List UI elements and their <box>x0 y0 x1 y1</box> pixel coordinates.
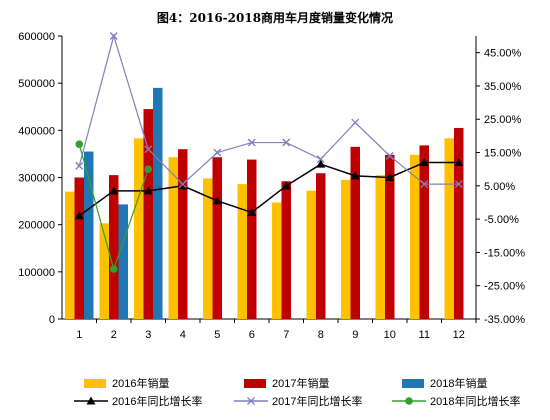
line-point-1-8 <box>316 159 326 168</box>
line-point-2-4 <box>178 180 187 189</box>
line-point-2-7 <box>282 138 291 147</box>
line-point-1-9 <box>350 171 360 180</box>
bar-1-12 <box>444 138 454 319</box>
right-axis-tick-label: -5.00% <box>484 214 519 226</box>
chart-title: 图4：2016-2018商用车月度销量变化情况 <box>157 10 393 25</box>
line-point-1-7 <box>281 181 291 190</box>
legend-label-bar-2: 2017年销量 <box>272 376 329 390</box>
bar-2-8 <box>316 173 326 319</box>
left-axis-tick-label: 300000 <box>18 173 55 185</box>
line-point-1-10 <box>385 173 395 181</box>
x-axis-tick-label: 10 <box>384 329 396 341</box>
bar-1-7 <box>272 202 282 319</box>
x-axis-tick-label: 12 <box>453 329 465 341</box>
line-point-1-1 <box>74 211 84 220</box>
line-point-2-11 <box>420 180 429 189</box>
right-axis-tick-label: 45.00% <box>484 48 522 60</box>
line-point-1-2 <box>109 186 119 195</box>
bar-1-8 <box>306 190 316 319</box>
left-axis-tick-label: 600000 <box>18 31 55 43</box>
bar-1-1 <box>65 191 75 319</box>
x-axis-tick-label: 4 <box>180 329 186 341</box>
legend-swatch-bar-3 <box>402 379 424 388</box>
legend-swatch-bar-2 <box>244 379 266 388</box>
left-axis-tick-label: 0 <box>49 314 55 326</box>
right-axis-tick-label: -25.00% <box>484 281 525 293</box>
bar-2-12 <box>454 127 464 319</box>
line-point-1-6 <box>247 207 257 216</box>
line-point-2-6 <box>247 138 256 147</box>
line-point-1-5 <box>212 196 222 205</box>
left-axis-tick-label: 200000 <box>18 220 55 232</box>
legend-label-bar-1: 2016年销量 <box>112 376 169 390</box>
x-axis-tick-label: 5 <box>214 329 220 341</box>
right-axis-tick-label: 15.00% <box>484 148 522 160</box>
x-axis-tick-label: 2 <box>111 329 117 341</box>
left-axis-tick-label: 500000 <box>18 78 55 90</box>
line-point-2-5 <box>213 148 222 157</box>
line-point-2-1 <box>75 161 84 170</box>
right-axis-tick-label: -35.00% <box>484 314 525 326</box>
bar-1-2 <box>99 223 109 319</box>
x-axis-tick-label: 3 <box>145 329 151 341</box>
line-point-3-3 <box>144 165 153 173</box>
legend: 2016年销量 2017年销量 2018年销量 2016年同比增长率 2017年同比增长… <box>74 376 520 408</box>
bar-3-1 <box>84 151 94 319</box>
line-point-1-3 <box>143 186 153 195</box>
line-point-2-9 <box>351 118 360 127</box>
plot-area: 0 100000 200000 300000 400000 500000 600000 -35… <box>18 31 525 341</box>
line-point-2-2 <box>109 32 118 40</box>
x-axis-tick-label: 7 <box>283 329 289 341</box>
legend-label-bar-3: 2018年销量 <box>430 376 487 390</box>
bar-2-4 <box>178 149 188 319</box>
right-axis-tick-label: 35.00% <box>484 81 522 93</box>
bar-2-10 <box>385 154 395 319</box>
bar-1-6 <box>237 184 247 319</box>
right-axis-tick-label: 25.00% <box>484 114 522 126</box>
line-point-1-11 <box>419 158 429 167</box>
bar-2-3 <box>143 109 153 319</box>
bar-1-11 <box>410 154 420 319</box>
right-axis-tick-label: -15.00% <box>484 247 525 259</box>
line-point-2-3 <box>144 145 153 154</box>
line-point-3-1 <box>75 140 84 149</box>
legend-marker-1 <box>86 396 96 405</box>
bar-2-7 <box>281 181 291 319</box>
bar-1-9 <box>341 179 351 319</box>
bar-1-5 <box>203 178 213 319</box>
bar-2-2 <box>109 175 119 319</box>
legend-label-line-3: 2018年同比增长率 <box>430 394 520 408</box>
line-series-1 <box>78 161 459 217</box>
left-axis-tick-label: 100000 <box>18 267 55 279</box>
x-axis-tick-label: 9 <box>352 329 358 341</box>
right-axis-tick-label: 5.00% <box>484 181 515 193</box>
legend-marker-2 <box>247 397 255 405</box>
legend-marker-3 <box>405 397 413 405</box>
line-point-1-12 <box>454 158 464 167</box>
line-point-2-12 <box>454 180 463 189</box>
legend-label-line-1: 2016年同比增长率 <box>112 394 202 408</box>
bar-1-10 <box>375 175 385 319</box>
bar-2-11 <box>419 145 429 319</box>
left-axis-tick-label: 400000 <box>18 125 55 137</box>
x-axis-tick-label: 11 <box>419 329 430 341</box>
bar-2-1 <box>74 177 84 319</box>
bar-3-2 <box>118 204 128 319</box>
line-point-2-8 <box>316 155 325 164</box>
bar-2-6 <box>247 159 257 319</box>
x-axis-tick-label: 6 <box>249 329 255 341</box>
x-axis-tick-label: 1 <box>76 329 82 341</box>
x-axis-tick-label: 8 <box>318 329 324 341</box>
bar-1-3 <box>134 138 144 319</box>
bar-1-4 <box>168 157 178 319</box>
legend-label-line-2: 2017年同比增长率 <box>272 394 362 408</box>
line-point-2-10 <box>385 151 394 160</box>
bar-3-3 <box>153 87 163 319</box>
line-point-3-2 <box>109 265 118 273</box>
legend-swatch-bar-1 <box>84 379 106 388</box>
bar-2-5 <box>212 157 222 319</box>
line-series-2 <box>78 33 459 185</box>
bar-2-9 <box>350 146 360 319</box>
